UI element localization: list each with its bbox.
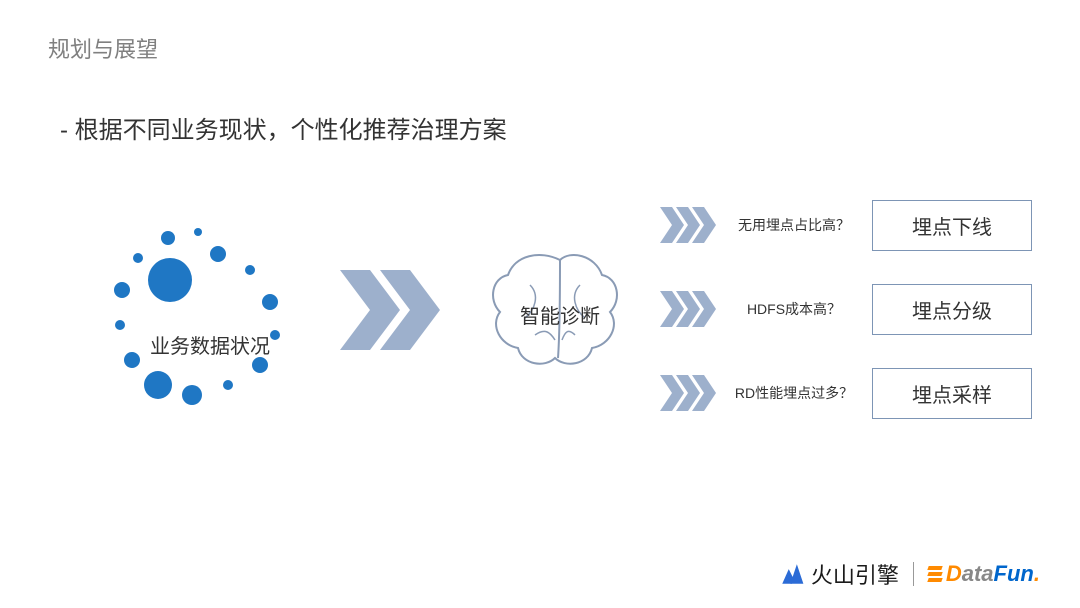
volcano-engine-logo: 火山引擎	[779, 558, 899, 590]
small-arrow-icon	[660, 291, 716, 327]
datafun-logo: DataFun.	[928, 561, 1040, 587]
branch-row: 无用埋点占比高？ 埋点下线	[660, 195, 1080, 255]
branch-action-box: 埋点分级	[872, 284, 1032, 335]
small-arrow-icon	[660, 375, 716, 411]
branches-container: 无用埋点占比高？ 埋点下线 HDFS成本高？ 埋点分级 RD性能埋点过多？ 埋点…	[660, 195, 1080, 447]
branch-row: RD性能埋点过多？ 埋点采样	[660, 363, 1080, 423]
footer: 火山引擎 DataFun.	[779, 558, 1040, 590]
branch-question: 无用埋点占比高？	[724, 215, 864, 235]
mountain-icon	[779, 561, 805, 587]
brain-label: 智能诊断	[520, 300, 600, 329]
stripes-icon	[928, 566, 942, 582]
branch-row: HDFS成本高？ 埋点分级	[660, 279, 1080, 339]
subtitle: - 根据不同业务现状，个性化推荐治理方案	[60, 110, 507, 145]
datafun-dot: .	[1034, 561, 1040, 587]
branch-question: RD性能埋点过多？	[724, 383, 864, 403]
branch-action-box: 埋点下线	[872, 200, 1032, 251]
datafun-fun: Fun	[994, 561, 1034, 587]
small-arrow-icon	[660, 207, 716, 243]
page-header: 规划与展望	[48, 32, 158, 64]
dot-cluster-svg	[100, 210, 300, 410]
datafun-ata: ata	[962, 561, 994, 587]
large-arrow	[340, 270, 470, 350]
volcano-engine-text: 火山引擎	[811, 558, 899, 590]
footer-divider	[913, 562, 914, 586]
business-data-node: 业务数据状况	[100, 210, 300, 410]
branch-question: HDFS成本高？	[724, 299, 864, 319]
branch-action-box: 埋点采样	[872, 368, 1032, 419]
business-data-label: 业务数据状况	[150, 330, 270, 359]
flow-diagram: 业务数据状况 智能诊断 无用埋点占比高？ 埋点下线	[60, 180, 1060, 460]
header-title: 规划与展望	[48, 37, 158, 62]
datafun-d: D	[946, 561, 962, 587]
